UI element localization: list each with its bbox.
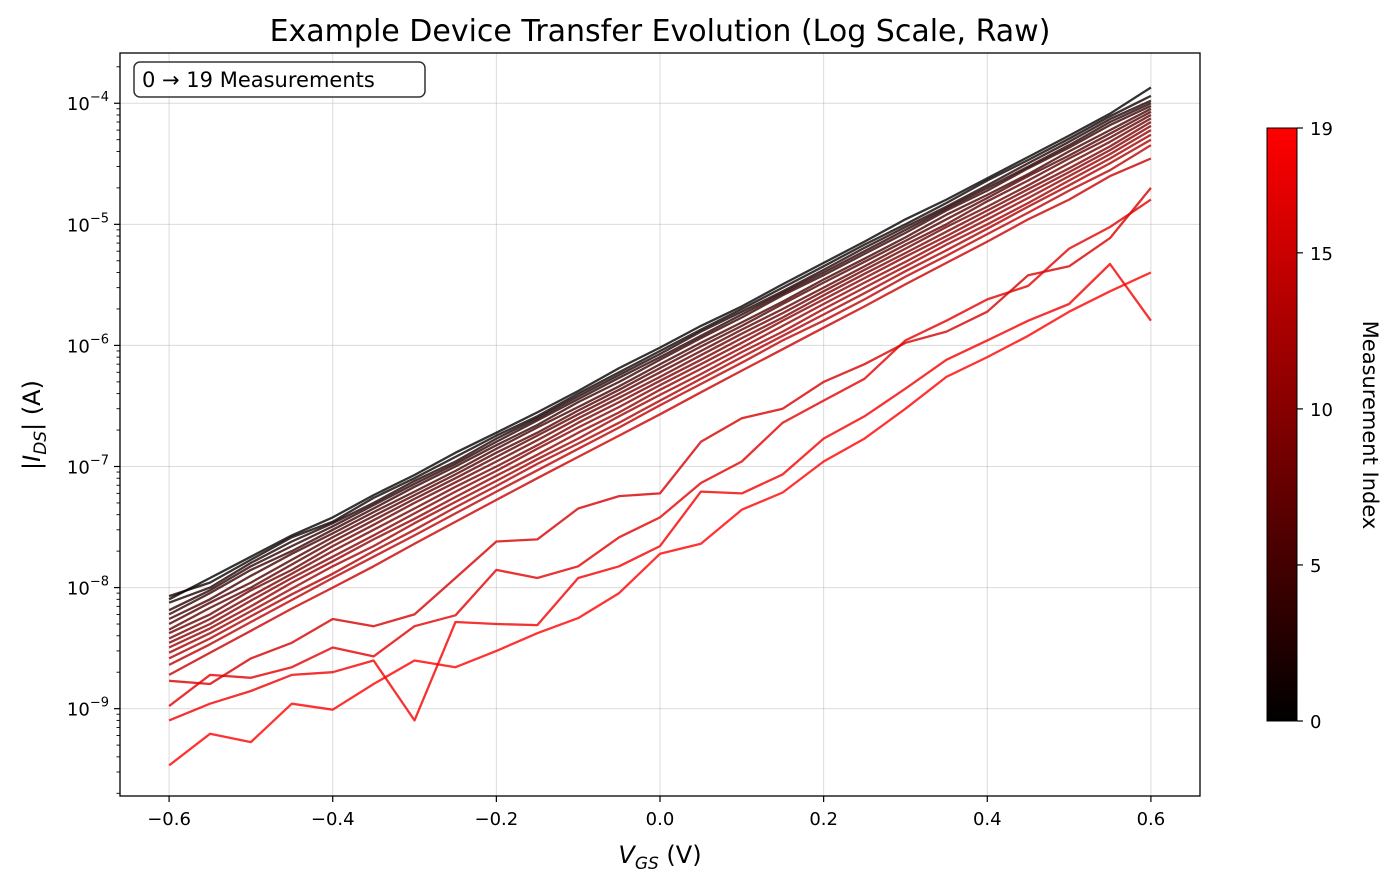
y-axis-label-sub: DS	[31, 431, 51, 455]
annotation-text: 0 → 19 Measurements	[142, 68, 375, 92]
series-line-17	[168, 198, 1152, 708]
chart-title-group: Example Device Transfer Evolution (Log S…	[270, 14, 1051, 49]
x-tick-label: −0.6	[147, 809, 191, 830]
svg-text:|IDS| (A): |IDS| (A)	[18, 380, 51, 470]
x-tick-label: 0.6	[1137, 809, 1166, 830]
colorbar-tick-label: 19	[1310, 119, 1333, 140]
x-axis-label-sub: GS	[635, 854, 659, 874]
x-tick-label: 0.4	[973, 809, 1002, 830]
colorbar-tick-label: 0	[1310, 712, 1321, 733]
series-line-2	[168, 99, 1152, 604]
series-line-8	[168, 117, 1152, 635]
series-line-0	[168, 86, 1152, 601]
colorbar-tick-label: 5	[1310, 556, 1321, 577]
series-line-15	[168, 157, 1152, 676]
svg-text:VGS (V): VGS (V)	[618, 841, 701, 874]
series-line-12	[168, 133, 1152, 654]
x-axis-label-unit: (V)	[659, 841, 702, 869]
series-line-10	[168, 124, 1152, 644]
series-line-6	[168, 110, 1152, 626]
y-tick-label: 10−7	[67, 453, 109, 478]
annotation-frame	[133, 61, 426, 98]
x-tick-label: −0.2	[475, 809, 519, 830]
x-tick-label: 0.0	[646, 809, 675, 830]
annotation-box: 0 → 19 Measurements	[133, 61, 426, 98]
chart-title: Example Device Transfer Evolution (Log S…	[270, 14, 1051, 49]
series-line-9	[168, 121, 1152, 640]
colorbar-ticks: 0 5 10 15 19	[1297, 119, 1333, 733]
y-axis-ticks: 10−9 10−8 10−7 10−6 10−5 10−4	[67, 66, 120, 794]
y-axis-label: |IDS| (A)	[18, 380, 51, 470]
colorbar-gradient	[1266, 127, 1298, 722]
colorbar-label: Measurement Index	[1358, 321, 1382, 530]
y-axis-label-unit: | (A)	[18, 380, 46, 431]
x-tick-label: 0.2	[809, 809, 838, 830]
y-tick-label: 10−6	[67, 332, 109, 357]
colorbar: 0 5 10 15 19 Measurement Index	[1266, 119, 1382, 733]
y-tick-label: 10−4	[67, 90, 109, 115]
series-line-19	[168, 271, 1152, 767]
y-tick-label: 10−5	[67, 211, 109, 236]
y-tick-label: 10−9	[67, 696, 109, 721]
series-line-5	[168, 107, 1152, 621]
series-lines	[168, 86, 1152, 767]
x-axis-label: VGS (V)	[618, 841, 701, 874]
x-tick-label: −0.4	[311, 809, 355, 830]
y-tick-label: 10−8	[67, 575, 109, 600]
series-line-11	[168, 129, 1152, 649]
x-axis-label-main: V	[618, 841, 636, 869]
grid-lines	[120, 53, 1200, 796]
colorbar-tick-label: 15	[1310, 244, 1333, 265]
series-line-18	[168, 262, 1152, 722]
y-axis-label-main: |I	[18, 455, 46, 470]
colorbar-tick-label: 10	[1310, 400, 1333, 421]
series-line-3	[168, 102, 1152, 612]
series-line-16	[169, 187, 1152, 686]
series-line-1	[168, 94, 1152, 598]
series-line-14	[168, 144, 1152, 666]
series-line-7	[168, 113, 1152, 631]
series-line-13	[168, 138, 1152, 660]
x-axis-ticks: −0.6 −0.4 −0.2 0.0 0.2 0.4 0.6	[147, 796, 1165, 830]
series-line-4	[168, 104, 1152, 616]
